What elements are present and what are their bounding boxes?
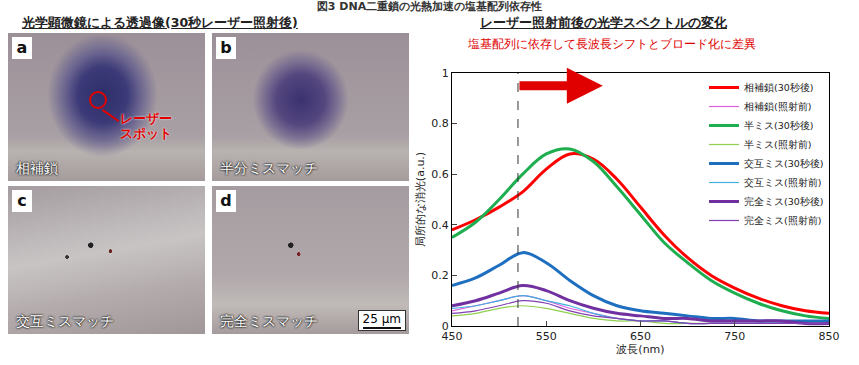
- html-text:相補鎖: 相補鎖: [16, 160, 58, 176]
- svg-text:波長(nm): 波長(nm): [616, 343, 664, 356]
- svg-text:650: 650: [630, 330, 651, 343]
- svg-text:完全ミス(照射前): 完全ミス(照射前): [744, 215, 821, 226]
- html-text:半分ミスマッチ: 半分ミスマッチ: [220, 160, 318, 176]
- html-text:a: a: [16, 38, 28, 57]
- html-text:25 μm: 25 μm: [362, 312, 401, 326]
- svg-text:0.8: 0.8: [431, 117, 449, 130]
- html-text:レーザー照射前後の光学スペクトルの変化: レーザー照射前後の光学スペクトルの変化: [480, 15, 727, 30]
- svg-text:半ミス(30秒後): 半ミス(30秒後): [744, 120, 814, 131]
- svg-text:0.6: 0.6: [431, 168, 449, 181]
- svg-text:相補鎖(30秒後): 相補鎖(30秒後): [744, 82, 814, 93]
- svg-text:750: 750: [724, 330, 745, 343]
- html-text:塩基配列に依存して長波長シフトとブロード化に差異: 塩基配列に依存して長波長シフトとブロード化に差異: [468, 37, 756, 51]
- svg-text:0.2: 0.2: [431, 269, 449, 282]
- svg-text:相補鎖(照射前): 相補鎖(照射前): [744, 101, 811, 112]
- html-text:c: c: [17, 191, 27, 210]
- svg-text:交互ミス(30秒後): 交互ミス(30秒後): [744, 158, 824, 169]
- svg-text:交互ミス(照射前): 交互ミス(照射前): [744, 177, 821, 188]
- svg-text:1: 1: [442, 67, 449, 80]
- svg-text:局所的な消光(a.u.): 局所的な消光(a.u.): [414, 152, 427, 247]
- html-text:光学顕微鏡による透過像(30秒レーザー照射後): 光学顕微鏡による透過像(30秒レーザー照射後): [22, 15, 298, 30]
- svg-text:850: 850: [819, 330, 840, 343]
- svg-text:完全ミス(30秒後): 完全ミス(30秒後): [744, 196, 824, 207]
- html-text:レーザー スポット: レーザー スポット: [120, 111, 172, 141]
- svg-text:450: 450: [442, 330, 463, 343]
- svg-text:0.4: 0.4: [431, 219, 449, 232]
- html-text:完全ミスマッチ: 完全ミスマッチ: [220, 313, 318, 329]
- html-text:d: d: [220, 191, 232, 210]
- html-text:b: b: [220, 38, 232, 57]
- svg-text:0: 0: [442, 320, 449, 333]
- svg-text:550: 550: [536, 330, 557, 343]
- html-text:図3 DNA二重鎖の光熱加速の塩基配列依存性: 図3 DNA二重鎖の光熱加速の塩基配列依存性: [316, 0, 543, 13]
- html-text:交互ミスマッチ: 交互ミスマッチ: [16, 313, 114, 329]
- svg-text:半ミス(照射前): 半ミス(照射前): [744, 139, 811, 150]
